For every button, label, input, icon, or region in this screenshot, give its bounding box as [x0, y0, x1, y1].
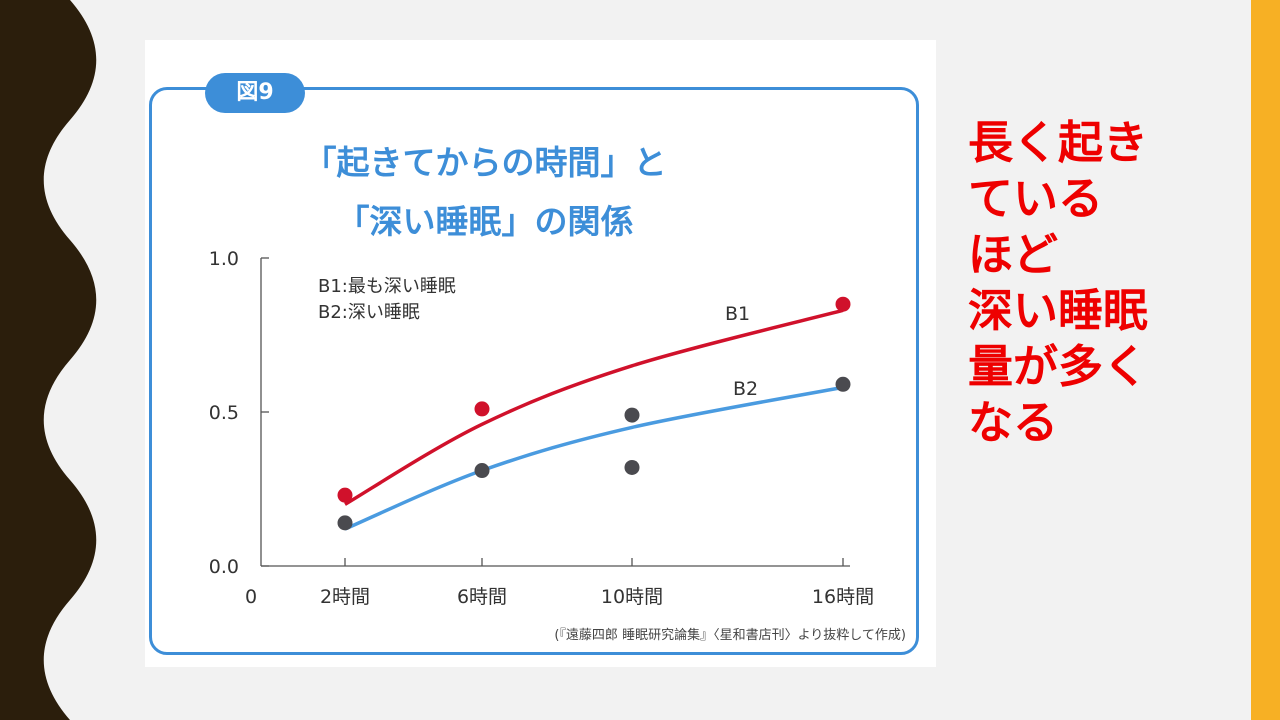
data-point-b1: [337, 487, 353, 503]
legend-entry: B2:深い睡眠: [318, 302, 420, 323]
series-line-b1: [344, 308, 844, 506]
chart-title-line-1: 「起きてからの時間」と: [303, 143, 667, 182]
data-point-b2: [624, 407, 640, 423]
x-tick-label: 6時間: [457, 586, 507, 608]
wavy-border-decoration: [0, 0, 97, 720]
series-line-b2: [344, 385, 844, 531]
callout-line: なる: [968, 396, 1059, 449]
x-tick-label: 16時間: [812, 586, 874, 608]
y-tick-label: 0.0: [209, 556, 239, 578]
source-citation: (『遠藤四郎 睡眠研究論集』〈星和書店刊〉より抜粋して作成): [554, 628, 906, 643]
chart-axes: [260, 257, 850, 567]
callout-text: 長く起き ている ほど 深い睡眠 量が多く なる: [968, 115, 1148, 451]
callout-line: 長く起き: [968, 116, 1149, 169]
side-accent-bar: [1251, 0, 1280, 720]
data-point-b2: [337, 515, 353, 531]
callout-line: ほど: [968, 228, 1059, 281]
data-point-b1: [835, 296, 851, 312]
data-point-b2: [474, 463, 490, 479]
series-label-b1: B1: [725, 303, 750, 325]
chart-labels: 0.0 0.5 1.0 0 2時間 6時間 10時間 16時間 B1:最も深い睡眠 B2:深い睡眠…: [209, 248, 874, 608]
series-label-b2: B2: [733, 378, 758, 400]
series-points: [337, 296, 851, 531]
x-tick-label: 10時間: [601, 586, 663, 608]
x-origin-label: 0: [245, 586, 257, 608]
y-tick-label: 0.5: [209, 402, 239, 424]
data-point-b2: [624, 459, 640, 475]
chart-plot: 0.0 0.5 1.0 0 2時間 6時間 10時間 16時間 B1:最も深い睡眠 B2:深い睡眠…: [209, 248, 874, 608]
callout-line: 量が多く: [968, 340, 1149, 393]
figure-label: 図9: [205, 73, 305, 113]
data-point-b2: [835, 376, 851, 392]
callout-line: ている: [968, 172, 1104, 225]
y-tick-label: 1.0: [209, 248, 239, 270]
figure-frame: [149, 87, 919, 655]
series-curves: [344, 308, 844, 531]
legend-entry: B1:最も深い睡眠: [318, 276, 456, 297]
chart-title-line-2: 「深い睡眠」の関係: [336, 202, 634, 241]
figure-panel: 図9 「起きてからの時間」と 「深い睡眠」の関係 0.0 0.5 1.0 0 2時間 6時…: [145, 40, 936, 667]
data-point-b1: [474, 401, 490, 417]
callout-line: 深い睡眠: [968, 284, 1149, 337]
x-tick-label: 2時間: [320, 586, 370, 608]
